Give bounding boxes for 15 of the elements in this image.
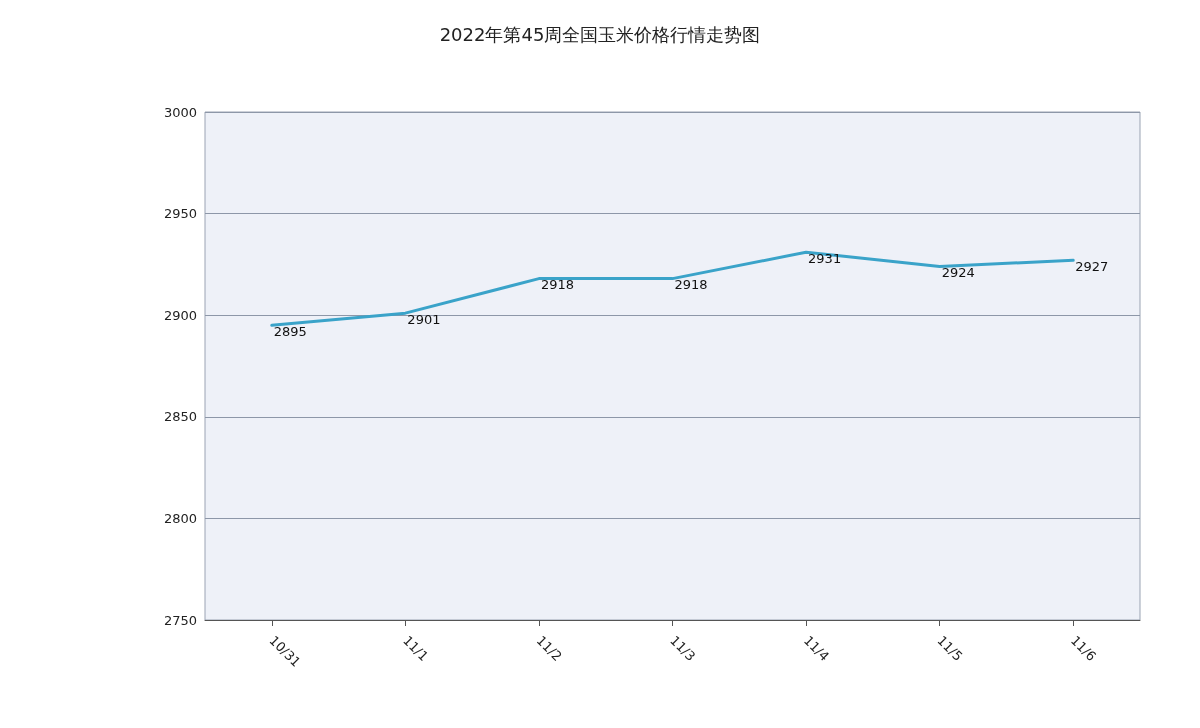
y-tick-label: 2950: [163, 206, 197, 222]
chart-title: 2022年第45周全国玉米价格行情走势图: [439, 23, 761, 45]
y-tick-label: 2800: [163, 510, 197, 526]
data-label: 2901: [407, 311, 441, 327]
line-series: [270, 250, 1075, 327]
data-label: 2918: [674, 277, 708, 293]
data-label: 2931: [808, 250, 842, 266]
data-label: 2927: [1075, 258, 1109, 274]
y-tick-label: 3000: [163, 104, 197, 120]
data-label: 2924: [941, 264, 975, 280]
data-label: 2918: [540, 277, 575, 293]
y-tick-label: 2850: [163, 409, 197, 425]
data-label: 2895: [273, 323, 307, 339]
y-tick-label: 2900: [163, 307, 197, 323]
y-tick-label: 2750: [163, 612, 197, 628]
